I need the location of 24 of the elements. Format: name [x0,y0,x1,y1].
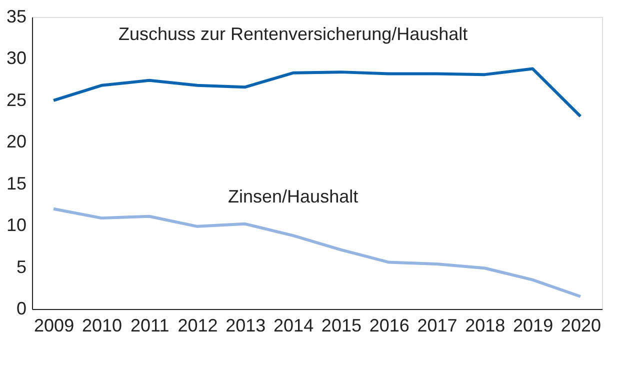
y-tick-label: 35 [6,6,26,26]
x-tick-label: 2020 [560,316,601,336]
x-tick-label: 2016 [369,316,410,336]
x-tick-label: 2017 [417,316,458,336]
y-tick-label: 30 [6,48,26,68]
x-tick-label: 2019 [513,316,554,336]
series-label: Zuschuss zur Rentenversicherung/Haushalt [118,24,468,44]
y-tick-label: 25 [6,90,26,110]
y-tick-label: 0 [16,298,26,318]
x-tick-label: 2014 [274,316,314,336]
y-tick-label: 15 [6,173,26,194]
x-tick-label: 2012 [178,316,218,336]
x-tick-label: 2013 [226,316,266,336]
line-series [52,207,582,298]
x-tick-label: 2018 [465,316,506,336]
x-tick-label: 2011 [130,316,170,336]
series-label: Zinsen/Haushalt [228,186,358,207]
x-tick-label: 2015 [321,316,362,336]
x-tick-label: 2009 [34,316,74,336]
y-tick-label: 10 [6,215,26,236]
x-tick-label: 2010 [82,316,122,336]
y-tick-label: 5 [16,256,26,277]
line-series [52,67,582,118]
y-tick-label: 20 [6,132,26,152]
